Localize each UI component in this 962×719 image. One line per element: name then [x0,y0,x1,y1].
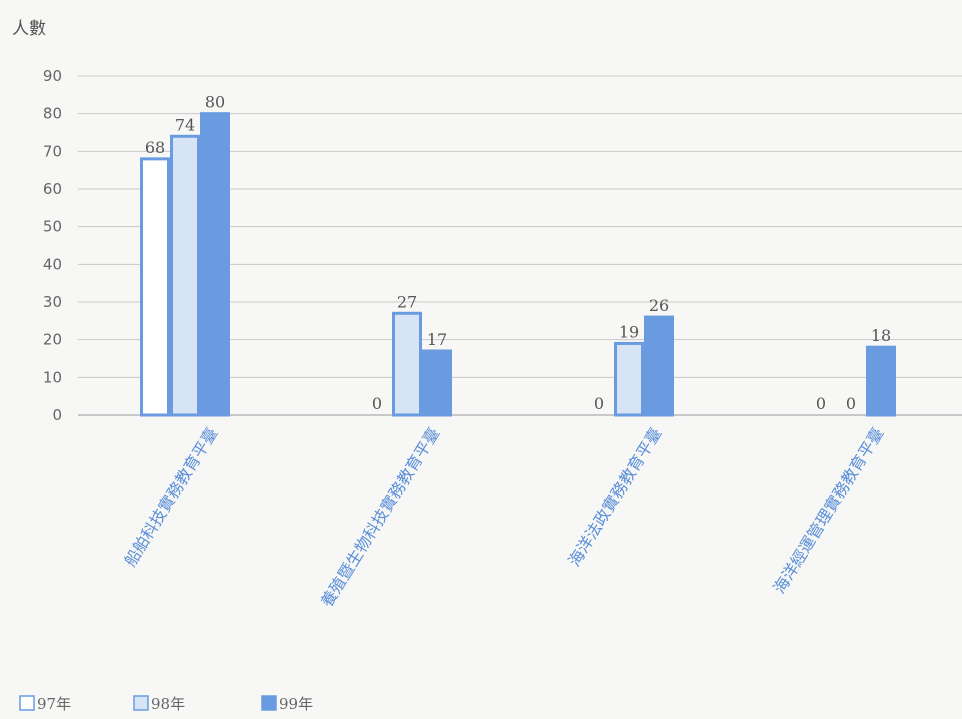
bar [170,134,200,417]
legend: 97年 98年 99年 [19,695,313,713]
y-tick-label: 30 [43,293,62,311]
y-tick-label: 90 [43,67,62,85]
data-labels: 68 74 80 0 27 17 0 19 26 0 0 18 [145,93,891,413]
category-label: 海洋經運管理實務教育平臺 [770,424,888,597]
category-labels: 船舶科技實務教育平臺 養殖暨生物科技實務教育平臺 海洋法政實務教育平臺 海洋經運管理實… [120,424,887,610]
bar [392,311,422,417]
legend-label: 99年 [279,695,313,713]
bar [140,157,170,417]
legend-swatch [19,695,35,711]
bar [422,349,452,417]
data-label: 0 [372,394,382,413]
data-label: 80 [205,93,225,112]
y-tick-label: 70 [43,142,62,160]
bar [644,315,674,417]
bars [140,112,896,417]
legend-swatch [261,695,277,711]
y-axis-label: 人數 [12,19,46,39]
data-label: 17 [427,330,447,349]
data-label: 0 [594,394,604,413]
bar [614,341,644,417]
y-tick-label: 80 [43,105,62,123]
legend-label: 97年 [37,695,71,713]
bar [866,345,896,417]
data-label: 74 [175,115,195,134]
data-label: 19 [619,322,639,341]
data-label: 27 [397,292,417,311]
y-tick-label: 10 [43,368,62,386]
data-label: 0 [846,394,856,413]
y-tick-label: 60 [43,180,62,198]
legend-label: 98年 [151,695,185,713]
y-tick-labels: 0 10 20 30 40 50 60 70 80 90 [43,67,62,424]
y-tick-label: 50 [43,218,62,236]
data-label: 68 [145,138,165,157]
bar [200,112,230,417]
y-tick-label: 0 [52,406,62,424]
category-label: 海洋法政實務教育平臺 [564,424,665,570]
data-label: 26 [649,296,669,315]
data-label: 18 [871,326,891,345]
y-tick-label: 20 [43,331,62,349]
category-label: 養殖暨生物科技實務教育平臺 [317,424,443,610]
legend-swatch [133,695,149,711]
y-tick-label: 40 [43,255,62,273]
category-label: 船舶科技實務教育平臺 [120,424,221,570]
data-label: 0 [816,394,826,413]
